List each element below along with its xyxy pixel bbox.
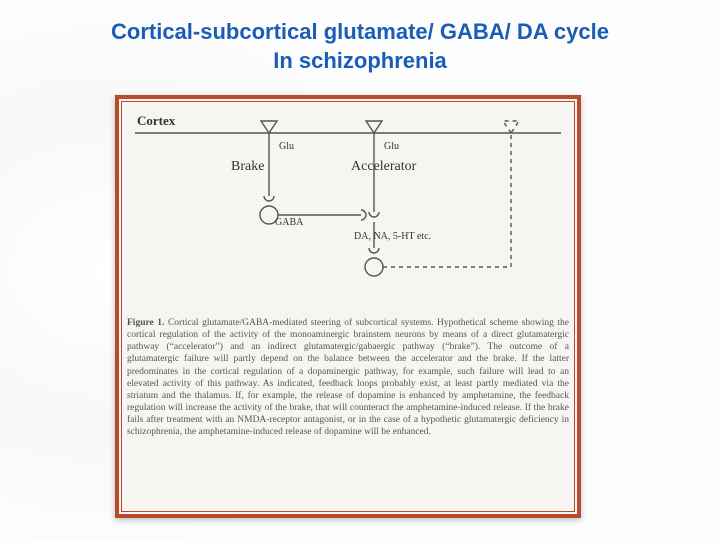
diagram-svg bbox=[119, 99, 577, 309]
dana-label: DA, NA, 5-HT etc. bbox=[354, 231, 431, 242]
glu2-label: Glu bbox=[384, 141, 399, 152]
gaba-label: GABA bbox=[275, 217, 303, 228]
caption-lead: Figure 1. bbox=[127, 318, 164, 328]
slide-title: Cortical-subcortical glutamate/ GABA/ DA… bbox=[0, 18, 720, 75]
glu1-label: Glu bbox=[279, 141, 294, 152]
title-line1: Cortical-subcortical glutamate/ GABA/ DA… bbox=[111, 19, 609, 44]
figure-caption: Figure 1. Cortical glutamate/GABA-mediat… bbox=[127, 317, 575, 439]
accelerator-label: Accelerator bbox=[351, 159, 416, 175]
title-line2: In schizophrenia bbox=[273, 48, 447, 73]
cortex-label: Cortex bbox=[137, 113, 175, 129]
brake-label: Brake bbox=[231, 159, 264, 175]
caption-body: Cortical glutamate/GABA-mediated steerin… bbox=[127, 318, 569, 437]
figure-frame: Cortex Glu Glu Brake Accelerator GABA DA… bbox=[115, 95, 581, 518]
